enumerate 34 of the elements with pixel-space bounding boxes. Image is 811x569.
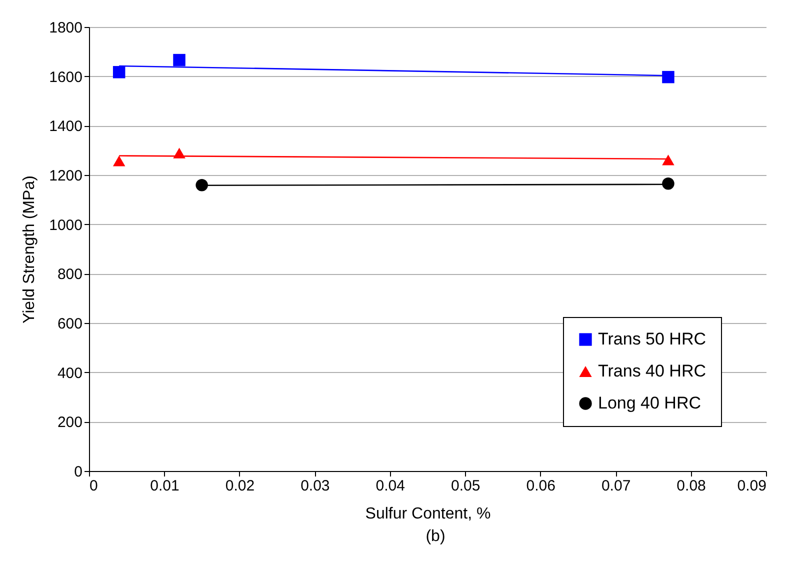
y-tick-label: 0 bbox=[74, 464, 82, 480]
y-tick-label: 200 bbox=[57, 414, 82, 432]
point bbox=[112, 156, 126, 166]
x-tick-label: 0.01 bbox=[150, 478, 180, 494]
point bbox=[662, 70, 674, 84]
point bbox=[662, 178, 674, 190]
y-tick-label: 1600 bbox=[49, 68, 82, 86]
y-tick-label: 1000 bbox=[49, 216, 82, 234]
point bbox=[173, 54, 186, 66]
x-tick-label: 0.06 bbox=[526, 478, 556, 494]
y-tick-label: 1400 bbox=[49, 118, 82, 136]
x-axis-title: Sulfur Content, % bbox=[365, 506, 491, 522]
point bbox=[173, 148, 186, 158]
legend-label: Long 40 HRC bbox=[598, 394, 702, 412]
x-tick-label: 0.09 bbox=[737, 478, 766, 494]
y-tick-label: 400 bbox=[57, 364, 82, 382]
legend-label: Trans 40 HRC bbox=[598, 362, 706, 380]
legend-label: Trans 50 HRC bbox=[598, 330, 706, 348]
y-tick-label: 1800 bbox=[49, 20, 82, 36]
y-axis-title: Yield Strength (MPa) bbox=[21, 176, 38, 324]
y-tick-label: 1200 bbox=[49, 168, 82, 184]
x-tick-label: 0.05 bbox=[451, 478, 480, 494]
point bbox=[196, 179, 208, 192]
point bbox=[112, 66, 126, 78]
x-tick-label: 0.03 bbox=[300, 478, 330, 494]
point bbox=[662, 154, 674, 166]
text: (b) bbox=[424, 528, 446, 546]
x-tick-label: 0.04 bbox=[376, 478, 405, 494]
x-tick-label: 0.08 bbox=[676, 478, 706, 494]
x-tick-label: 0.02 bbox=[225, 478, 255, 494]
y-tick-label: 600 bbox=[57, 316, 82, 332]
y-tick-label: 800 bbox=[57, 266, 82, 284]
x-tick-label: 0 bbox=[90, 478, 98, 494]
x-tick-label: 0.07 bbox=[601, 478, 631, 494]
